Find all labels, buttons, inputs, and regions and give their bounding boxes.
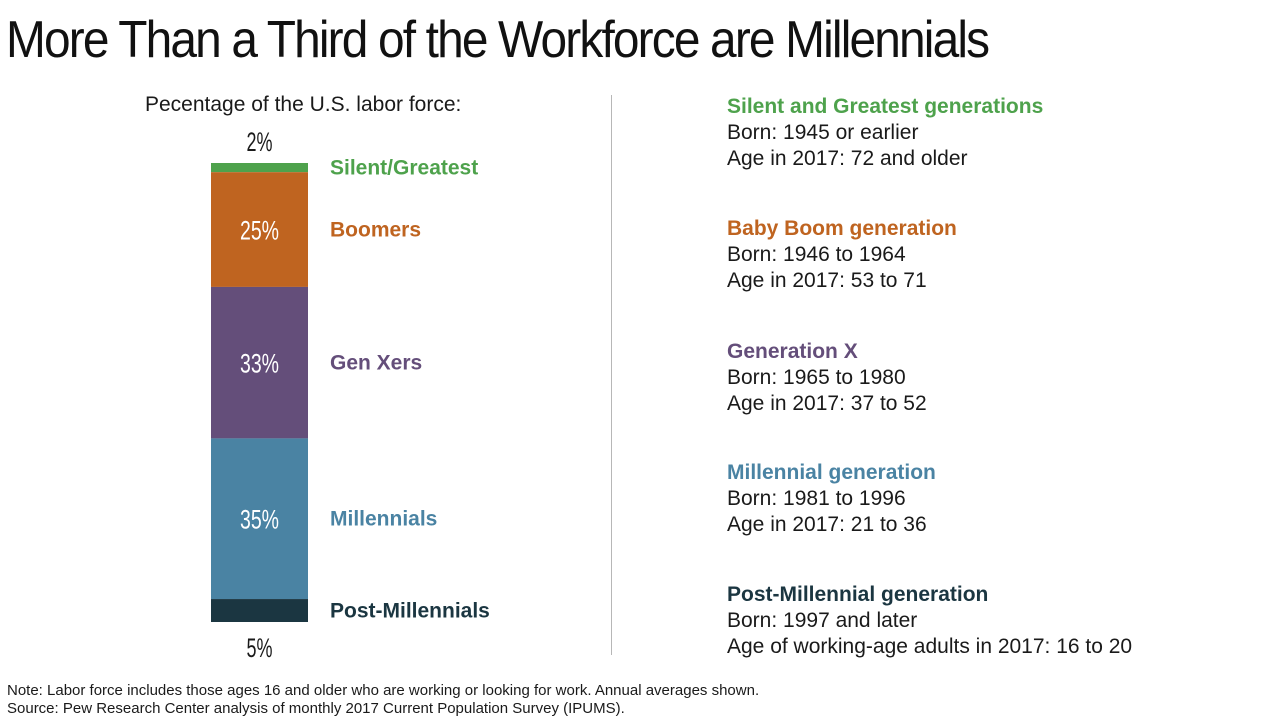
footer: Note: Labor force includes those ages 16…	[7, 682, 759, 718]
generation-block-boomers: Baby Boom generation Born: 1946 to 1964 …	[727, 216, 957, 294]
stacked-bar-chart: 2% Silent/Greatest 25% Boomers 33% Gen Xers 35…	[211, 127, 490, 663]
bar-segment-millennials	[211, 438, 308, 600]
generation-age: Age in 2017: 37 to 52	[727, 392, 927, 415]
generation-title: Baby Boom generation	[727, 217, 957, 240]
category-label-millennials: Millennials	[330, 508, 437, 531]
value-label-gen-xers: 33%	[240, 349, 279, 379]
generation-title: Silent and Greatest generations	[727, 95, 1044, 118]
generation-block-silent: Silent and Greatest generations Born: 19…	[727, 94, 1043, 172]
value-label-millennials: 35%	[240, 505, 279, 535]
category-label-post-millennials: Post-Millennials	[330, 600, 490, 623]
generation-born: Born: 1981 to 1996	[727, 487, 906, 510]
value-label-post-millennials: 5%	[247, 633, 273, 663]
generation-age: Age in 2017: 53 to 71	[727, 269, 927, 292]
value-label-silent-greatest: 2%	[247, 127, 273, 157]
generation-block-millennials: Millennial generation Born: 1981 to 1996…	[727, 460, 936, 538]
footer-note: Note: Labor force includes those ages 16…	[7, 682, 760, 699]
value-label-boomers: 25%	[240, 216, 279, 246]
bar-segment-silent-greatest	[211, 163, 308, 173]
generation-born: Born: 1946 to 1964	[727, 243, 906, 266]
generation-title: Generation X	[727, 340, 858, 363]
chart-caption: Pecentage of the U.S. labor force:	[145, 93, 462, 116]
generation-title: Millennial generation	[727, 461, 936, 484]
bar-segment-post-millennials	[211, 599, 308, 622]
generation-age: Age of working-age adults in 2017: 16 to…	[727, 635, 1133, 658]
category-label-gen-xers: Gen Xers	[330, 352, 422, 375]
bar-segment-gen-xers	[211, 286, 308, 439]
generation-block-post-millennials: Post-Millennial generation Born: 1997 an…	[727, 582, 1132, 660]
category-label-boomers: Boomers	[330, 219, 421, 242]
generation-born: Born: 1997 and later	[727, 609, 918, 632]
generation-born: Born: 1965 to 1980	[727, 366, 906, 389]
bar-segment-boomers	[211, 172, 308, 287]
generation-born: Born: 1945 or earlier	[727, 121, 919, 144]
divider	[611, 95, 612, 655]
generation-block-genx: Generation X Born: 1965 to 1980 Age in 2…	[727, 339, 927, 417]
generation-age: Age in 2017: 21 to 36	[727, 513, 927, 536]
footer-source: Source: Pew Research Center analysis of …	[7, 700, 625, 717]
generation-title: Post-Millennial generation	[727, 583, 989, 606]
category-label-silent-greatest: Silent/Greatest	[330, 157, 478, 180]
generation-age: Age in 2017: 72 and older	[727, 147, 968, 170]
chart-title: More Than a Third of the Workforce are M…	[6, 11, 990, 69]
